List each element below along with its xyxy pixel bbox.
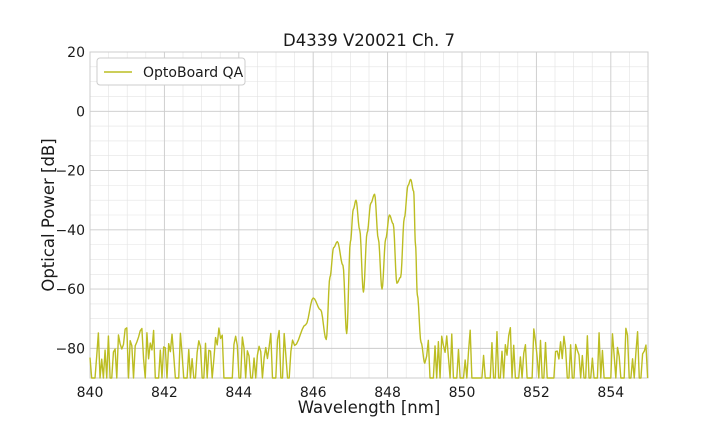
x-tick-label: 854 [597, 385, 624, 401]
plot-frame [89, 51, 649, 379]
y-tick-label: 20 [67, 45, 85, 61]
y-tick-label: −80 [55, 341, 85, 357]
plot-area: OptoBoard QA [89, 51, 649, 379]
x-tick-label: 840 [77, 385, 104, 401]
x-tick-label: 842 [151, 385, 178, 401]
grid [89, 51, 649, 379]
y-tick-label: 0 [76, 104, 85, 120]
x-tick-label: 850 [449, 385, 476, 401]
y-tick-label: −40 [55, 223, 85, 239]
chart-title: D4339 V20021 Ch. 7 [283, 31, 455, 50]
x-tick-label: 844 [225, 385, 252, 401]
x-tick-label: 852 [523, 385, 550, 401]
y-tick-label: −20 [55, 164, 85, 180]
y-axis-title: Optical Power [dB] [39, 138, 58, 291]
series-layer [89, 178, 649, 379]
y-axis-ticks: −80 −60 −40 −20 0 20 [55, 45, 85, 357]
x-axis-title: Wavelength [nm] [298, 398, 441, 417]
y-tick-label: −60 [55, 282, 85, 298]
x-axis-ticks: 840 842 844 846 848 850 852 854 [77, 385, 625, 401]
legend-label: OptoBoard QA [143, 65, 244, 81]
legend-box [96, 57, 246, 86]
legend: OptoBoard QA [96, 57, 246, 86]
series-line-optoboard-qa [89, 178, 649, 379]
x-tick-label: 846 [300, 385, 327, 401]
x-tick-label: 848 [374, 385, 401, 401]
